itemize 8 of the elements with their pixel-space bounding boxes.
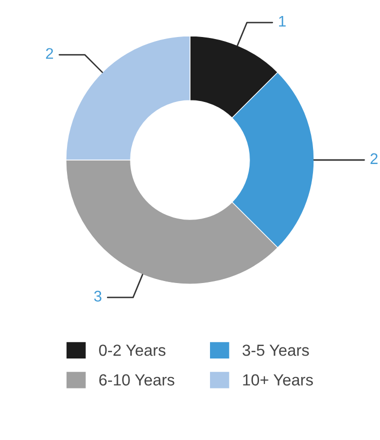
data-label: 2 [370,153,378,164]
legend-label: 6-10 Years [99,374,174,386]
legend-label: 3-5 Years [242,344,309,356]
data-label: 3 [94,290,102,302]
data-label: 2 [46,48,54,59]
legend-label: 0-2 Years [99,344,166,356]
legend-label: 10+ Years [243,374,313,386]
data-label: 1 [279,16,286,26]
